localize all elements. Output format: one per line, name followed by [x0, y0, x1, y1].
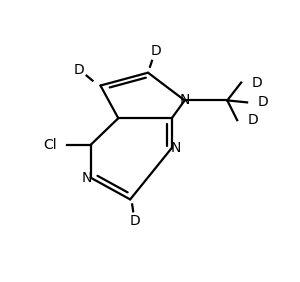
Text: D: D [248, 113, 259, 127]
Text: D: D [130, 214, 140, 228]
Text: N: N [81, 171, 92, 185]
Text: D: D [258, 95, 269, 109]
Text: N: N [179, 93, 190, 107]
Text: N: N [171, 141, 181, 155]
Text: Cl: Cl [43, 138, 57, 152]
Text: D: D [73, 63, 84, 77]
Text: D: D [151, 44, 161, 58]
Text: D: D [252, 76, 263, 90]
